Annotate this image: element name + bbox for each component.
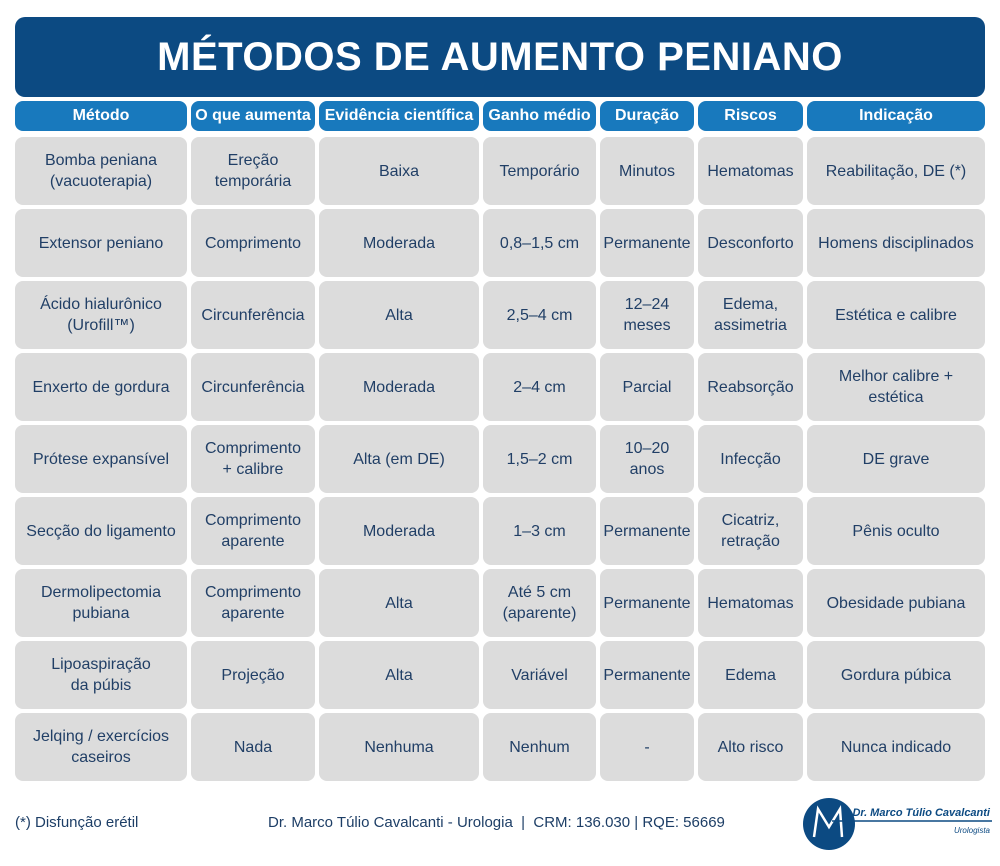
column-header: Indicação <box>807 101 985 131</box>
table-cell: Obesidade pubiana <box>807 569 985 637</box>
table-cell: Até 5 cm (aparente) <box>483 569 596 637</box>
page-title: MÉTODOS DE AUMENTO PENIANO <box>15 17 985 97</box>
table-cell: Circunferência <box>191 353 315 421</box>
logo-name: Dr. Marco Túlio Cavalcanti <box>852 807 990 819</box>
table-cell: Dermolipectomia pubiana <box>15 569 187 637</box>
table-cell: Alto risco <box>698 713 803 781</box>
table-cell: Nada <box>191 713 315 781</box>
table-cell: 2–4 cm <box>483 353 596 421</box>
table-cell: Jelqing / exercícios caseiros <box>15 713 187 781</box>
author-credit: Dr. Marco Túlio Cavalcanti - Urologia | … <box>268 814 725 831</box>
footnote: (*) Disfunção erétil <box>15 814 139 831</box>
table-cell: Variável <box>483 641 596 709</box>
table-cell: Permanente <box>600 209 694 277</box>
table-cell: Ácido hialurônico (Urofill™) <box>15 281 187 349</box>
table-cell: Prótese expansível <box>15 425 187 493</box>
table-cell: 1,5–2 cm <box>483 425 596 493</box>
table-cell: Permanente <box>600 641 694 709</box>
table-cell: Cicatriz, retração <box>698 497 803 565</box>
logo-subtitle: Urologista <box>954 826 991 835</box>
table-cell: Infecção <box>698 425 803 493</box>
table-cell: Alta (em DE) <box>319 425 479 493</box>
table-cell: Reabilitação, DE (*) <box>807 137 985 205</box>
table-cell: Melhor calibre + estética <box>807 353 985 421</box>
column-header: Riscos <box>698 101 803 131</box>
table-cell: 2,5–4 cm <box>483 281 596 349</box>
table-cell: Moderada <box>319 497 479 565</box>
methods-table: Método O que aumenta Evidência científica G… <box>15 101 985 785</box>
table-cell: Comprimento aparente <box>191 569 315 637</box>
table-cell: Moderada <box>319 353 479 421</box>
column-header: Método <box>15 101 187 131</box>
table-cell: Temporário <box>483 137 596 205</box>
table-cell: Pênis oculto <box>807 497 985 565</box>
table-cell: 12–24 meses <box>600 281 694 349</box>
table-cell: Desconforto <box>698 209 803 277</box>
table-cell: Circunferência <box>191 281 315 349</box>
table-cell: Alta <box>319 281 479 349</box>
table-cell: Nenhum <box>483 713 596 781</box>
column-header: O que aumenta <box>191 101 315 131</box>
table-cell: Secção do ligamento <box>15 497 187 565</box>
table-cell: Comprimento + calibre <box>191 425 315 493</box>
table-cell: 1–3 cm <box>483 497 596 565</box>
table-cell: Hematomas <box>698 137 803 205</box>
table-cell: 0,8–1,5 cm <box>483 209 596 277</box>
table-cell: 10–20 anos <box>600 425 694 493</box>
table-cell: Edema <box>698 641 803 709</box>
table-cell: Estética e calibre <box>807 281 985 349</box>
table-cell: Hematomas <box>698 569 803 637</box>
table-cell: Permanente <box>600 569 694 637</box>
table-cell: - <box>600 713 694 781</box>
table-cell: Ereção temporária <box>191 137 315 205</box>
table-cell: Alta <box>319 569 479 637</box>
table-cell: Reabsorção <box>698 353 803 421</box>
table-cell: Gordura púbica <box>807 641 985 709</box>
table-cell: Minutos <box>600 137 694 205</box>
table-cell: Lipoaspiração da púbis <box>15 641 187 709</box>
table-cell: Comprimento aparente <box>191 497 315 565</box>
column-header: Evidência científica <box>319 101 479 131</box>
table-cell: Nunca indicado <box>807 713 985 781</box>
table-cell: Nenhuma <box>319 713 479 781</box>
table-cell: Baixa <box>319 137 479 205</box>
table-cell: Projeção <box>191 641 315 709</box>
table-cell: Enxerto de gordura <box>15 353 187 421</box>
table-cell: Edema, assimetria <box>698 281 803 349</box>
table-cell: Alta <box>319 641 479 709</box>
column-header: Ganho médio <box>483 101 596 131</box>
column-header: Duração <box>600 101 694 131</box>
table-cell: Homens disciplinados <box>807 209 985 277</box>
doctor-logo: Dr. Marco Túlio Cavalcanti Urologista <box>803 798 992 850</box>
table-cell: Moderada <box>319 209 479 277</box>
table-cell: Extensor peniano <box>15 209 187 277</box>
table-cell: Permanente <box>600 497 694 565</box>
table-cell: Parcial <box>600 353 694 421</box>
table-cell: Bomba peniana (vacuoterapia) <box>15 137 187 205</box>
table-cell: Comprimento <box>191 209 315 277</box>
table-cell: DE grave <box>807 425 985 493</box>
